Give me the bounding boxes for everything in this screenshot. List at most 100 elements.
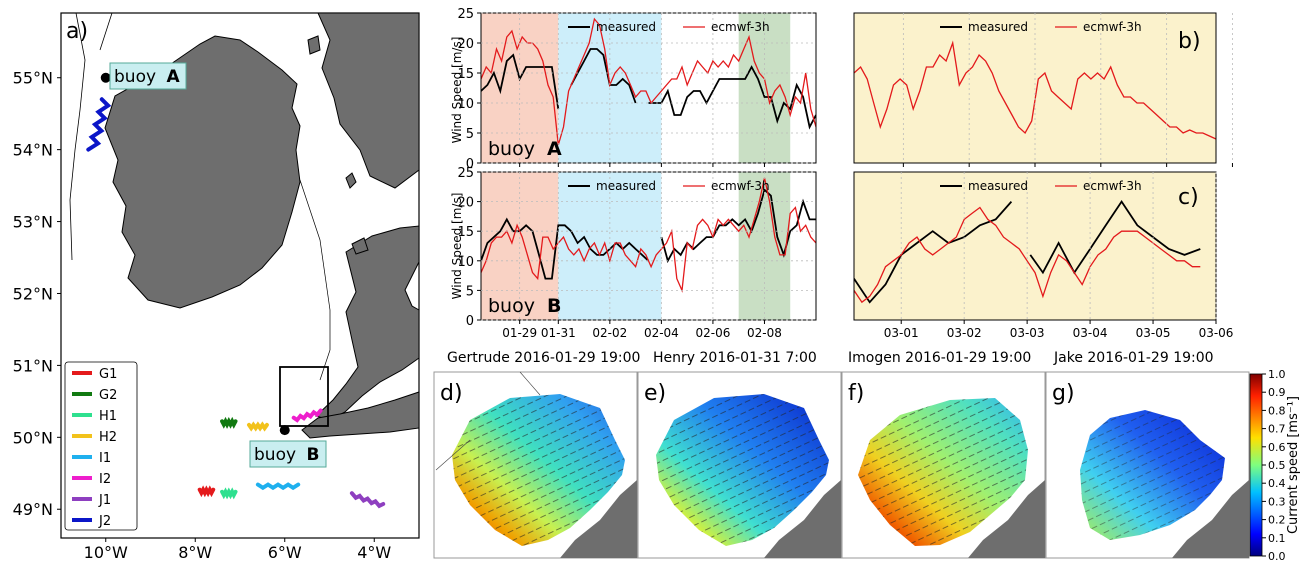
panel-b-buoy-label: buoy <box>488 138 535 160</box>
y-tick-label: 25 <box>457 166 474 181</box>
panel-c-buoy-id: B <box>547 295 561 317</box>
colorbar-tick-label: 0.1 <box>1268 532 1286 545</box>
svg-text:buoy A: buoy A <box>488 138 562 160</box>
legend-label-j2: J2 <box>98 514 111 529</box>
land-masses <box>104 12 420 439</box>
lat-tick-label: 52°N <box>13 284 53 303</box>
y-tick-label: 15 <box>457 67 474 82</box>
legend-text-ecmwf-3h: ecmwf-3h <box>711 20 770 34</box>
y-tick-label: 0 <box>466 157 474 172</box>
svg-text:buoy B: buoy B <box>488 295 562 317</box>
continental-shelf-contour <box>69 12 113 261</box>
buoy-a-id: A <box>166 67 180 87</box>
panel-label-a: a) <box>66 19 88 44</box>
colorbar-tick-label: 1.0 <box>1268 368 1286 381</box>
drifter-tracks <box>86 97 386 509</box>
track-i1 <box>255 482 301 491</box>
buoy-a-label: buoy A <box>109 62 187 90</box>
panel-b-left-xticks <box>519 13 765 167</box>
y-tick-label: 25 <box>457 7 474 22</box>
legend-label-g1: G1 <box>99 367 117 382</box>
legend-label-g2: G2 <box>99 388 117 403</box>
colorbar-tick-label: 0.3 <box>1268 495 1286 508</box>
subtitle-henry: Henry 2016-01-31 7:00 <box>653 350 817 366</box>
x-tick-label: 03-06 <box>1199 326 1234 340</box>
cornwall-land <box>301 391 420 439</box>
legend-text-ecmwf-3h: ecmwf-3h <box>711 179 770 193</box>
panel-b-right-legend: measured ecmwf-3h <box>940 20 1142 34</box>
subtitle-jake: Jake 2016-01-29 19:00 <box>1053 350 1214 366</box>
track-h2 <box>247 421 269 432</box>
current-map-g: g) <box>1045 371 1250 559</box>
buoy-b-id: B <box>306 445 319 465</box>
buoy-b-label-box <box>249 440 327 468</box>
panel-c-right-series <box>854 199 1201 304</box>
y-tick-label: 20 <box>457 196 474 211</box>
legend-text-ecmwf-3h: ecmwf-3h <box>1083 20 1142 34</box>
x-tick-label: 01-29 <box>502 326 537 340</box>
series-measured-seg1 <box>1029 199 1201 275</box>
track-g2 <box>220 416 238 429</box>
series-ecmwf-3h-seg0 <box>854 206 1201 304</box>
legend-text-measured: measured <box>596 179 656 193</box>
track-i2 <box>291 408 323 423</box>
latitude-ticks: 49°N 50°N 51°N 52°N 53°N 54°N 55°N <box>13 69 61 519</box>
x-tick-label: 03-05 <box>1136 326 1171 340</box>
lat-tick-label: 54°N <box>13 141 53 160</box>
x-tick-label: 01-31 <box>541 326 576 340</box>
colorbar-tick-label: 0.6 <box>1268 441 1286 454</box>
wind-panel-buoy-b: 0 5 10 15 20 25 01-29 01-31 02-02 02-04 02-06 02-0… <box>450 166 1233 340</box>
colorbar-gradient <box>1249 373 1263 557</box>
subtitle-imogen: Imogen 2016-01-29 19:00 <box>848 350 1031 366</box>
longitude-ticks: 10°W 8°W 6°W 4°W <box>84 538 391 562</box>
current-map-f: f) <box>841 371 1046 559</box>
y-tick-label: 10 <box>457 255 474 270</box>
track-j2 <box>86 97 112 152</box>
study-area-box <box>279 366 329 427</box>
lon-tick-label: 8°W <box>178 543 212 562</box>
colorbar-tick-label: 0.9 <box>1268 386 1286 399</box>
buoy-a-name: buoy <box>114 67 156 87</box>
wales-england-land <box>315 225 420 421</box>
lat-tick-label: 49°N <box>13 500 53 519</box>
scotland-land <box>317 12 420 189</box>
panel-c-left-xticks: 01-29 01-31 02-02 02-04 02-06 02-08 <box>502 172 782 340</box>
lat-tick-label: 53°N <box>13 213 53 232</box>
track-h1 <box>220 487 238 500</box>
panel-c-buoy-label: buoy <box>488 295 535 317</box>
shade-band-1 <box>558 172 662 320</box>
map-panel: buoy A buoy B a) 49°N 50°N 51°N 52°N 53°N 54°… <box>13 12 420 562</box>
panel-label-d: d) <box>440 381 463 406</box>
legend-label-h2: H2 <box>99 430 117 445</box>
islay-land <box>307 35 321 55</box>
panel-c-right-frame <box>854 172 1216 320</box>
legend-text-measured: measured <box>968 20 1028 34</box>
legend-label-i2: I2 <box>99 472 111 487</box>
panel-b-ylabel: Wind Speed [m/s] <box>450 37 464 144</box>
buoy-b-name: buoy <box>254 445 296 465</box>
lon-tick-label: 4°W <box>357 543 391 562</box>
wind-panel-buoy-a: 0 5 10 15 20 25 Wind Speed [m/s] buoy A measu… <box>450 7 1233 172</box>
lat-tick-label: 55°N <box>13 69 53 88</box>
y-tick-label: 15 <box>457 225 474 240</box>
legend-text-measured: measured <box>596 20 656 34</box>
legend-text-measured: measured <box>968 179 1028 193</box>
series-ecmwf-3h-seg0 <box>481 177 816 293</box>
buoy-b-label: buoy B <box>249 440 327 468</box>
x-tick-label: 03-03 <box>1010 326 1045 340</box>
colorbar-ticks: 0.0 0.1 0.2 0.3 0.4 0.5 0.6 0.7 0.8 0.9 1.0 <box>1262 368 1286 562</box>
legend-text-ecmwf-3h: ecmwf-3h <box>1083 179 1142 193</box>
panel-label-f: f) <box>848 381 864 406</box>
series-ecmwf-3h-seg0 <box>481 17 816 146</box>
y-tick-label: 10 <box>457 97 474 112</box>
panel-b-right-xticks <box>902 13 1233 167</box>
x-tick-label: 02-06 <box>695 326 730 340</box>
panel-c-left-series <box>481 177 816 293</box>
subtitle-gertrude: Gertrude 2016-01-29 19:00 <box>447 350 640 366</box>
svg-text:buoy B: buoy B <box>254 445 319 465</box>
y-tick-label: 20 <box>457 37 474 52</box>
buoy-markers <box>100 72 290 436</box>
legend-label-h1: H1 <box>99 409 117 424</box>
y-tick-label: 5 <box>466 127 474 142</box>
x-tick-label: 02-08 <box>747 326 782 340</box>
